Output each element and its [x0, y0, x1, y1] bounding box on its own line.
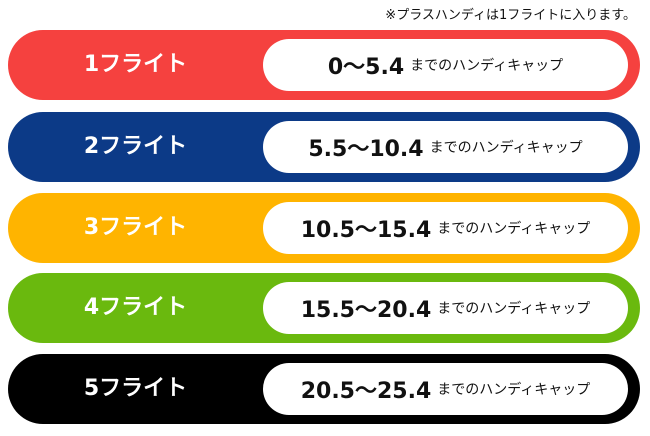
flight-label: 2フライト [83, 134, 188, 159]
handicap-range-pill: 15.5〜20.4 までのハンディキャップ [263, 282, 628, 334]
handicap-suffix: までのハンディキャップ [437, 382, 591, 398]
flight-5-bar: 5フライト 20.5〜25.4 までのハンディキャップ [8, 354, 640, 424]
flight-label: 3フライト [83, 215, 188, 240]
plus-handicap-note: ※プラスハンディは1フライトに入ります。 [385, 8, 636, 23]
handicap-range-pill: 0〜5.4 までのハンディキャップ [263, 39, 628, 91]
flight-label: 5フライト [83, 376, 188, 401]
handicap-range-pill: 10.5〜15.4 までのハンディキャップ [263, 202, 628, 254]
handicap-range: 5.5〜10.4 [308, 137, 424, 162]
flight-label: 4フライト [83, 295, 188, 320]
handicap-suffix: までのハンディキャップ [437, 301, 591, 317]
handicap-suffix: までのハンディキャップ [437, 221, 591, 237]
handicap-range-pill: 5.5〜10.4 までのハンディキャップ [263, 121, 628, 173]
flight-label: 1フライト [83, 52, 188, 77]
handicap-range: 0〜5.4 [327, 55, 405, 80]
handicap-range: 15.5〜20.4 [300, 298, 432, 323]
handicap-suffix: までのハンディキャップ [429, 140, 583, 156]
flight-4-bar: 4フライト 15.5〜20.4 までのハンディキャップ [8, 273, 640, 343]
handicap-range: 20.5〜25.4 [300, 379, 432, 404]
flight-2-bar: 2フライト 5.5〜10.4 までのハンディキャップ [8, 112, 640, 182]
handicap-range: 10.5〜15.4 [300, 218, 432, 243]
handicap-suffix: までのハンディキャップ [410, 58, 564, 74]
flight-3-bar: 3フライト 10.5〜15.4 までのハンディキャップ [8, 193, 640, 263]
handicap-range-pill: 20.5〜25.4 までのハンディキャップ [263, 363, 628, 415]
flight-1-bar: 1フライト 0〜5.4 までのハンディキャップ [8, 30, 640, 100]
